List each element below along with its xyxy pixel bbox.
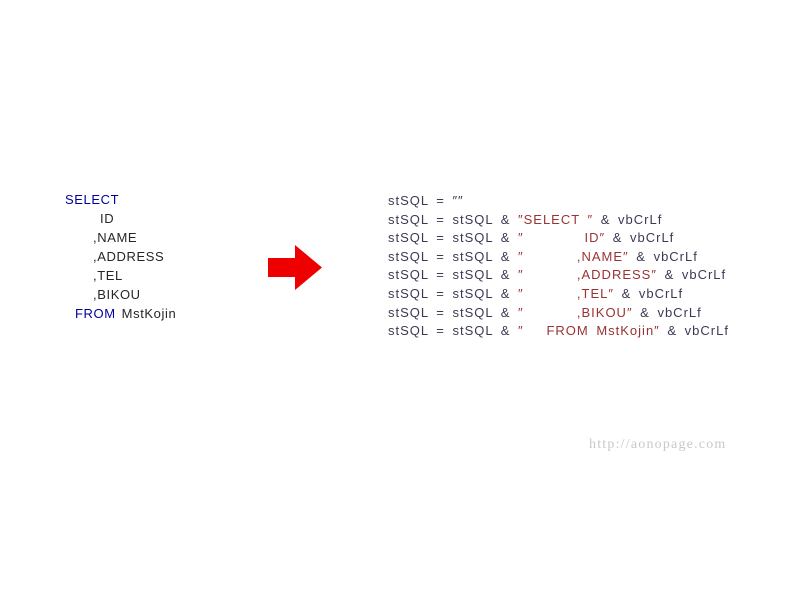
vb-code-pre: stSQL = stSQL & (388, 323, 518, 339)
right-arrow-icon (266, 243, 324, 293)
sql-keyword-from: FROM (75, 306, 116, 321)
sql-string-literal: ″SELECT ″ (518, 211, 594, 227)
sql-statement-block: SELECT ID ,NAME ,ADDRESS ,TEL ,BIKOU FRO… (65, 190, 176, 323)
vb-code-line: stSQL = ″″ (388, 192, 729, 211)
vb-code-pre: stSQL = stSQL & (388, 304, 518, 320)
sql-string-literal: ″ ,BIKOU″ (518, 304, 633, 320)
vb-code-line: stSQL = stSQL & ″ ,ADDRESS″ & vbCrLf (388, 266, 729, 285)
sql-keyword-select: SELECT (65, 192, 120, 207)
sql-string-literal: ″ FROM MstKojin″ (518, 323, 660, 339)
vb-code-post: & vbCrLf (659, 323, 729, 339)
sql-line-select: SELECT (65, 190, 176, 209)
sql-line-bikou: ,BIKOU (93, 287, 141, 302)
sql-string-literal: ″ ,ADDRESS″ (518, 267, 657, 283)
vb-code-post: & vbCrLf (632, 304, 702, 320)
vb-code-line: stSQL = stSQL & ″ ,NAME″ & vbCrLf (388, 248, 729, 267)
sql-line-name: ,NAME (93, 230, 138, 245)
vb-code-line: stSQL = stSQL & ″ FROM MstKojin″ & vbCrL… (388, 322, 729, 341)
vb-code-pre: stSQL = ″″ (388, 193, 464, 208)
vb-code-post: & vbCrLf (605, 230, 675, 246)
sql-line-id: ID (100, 211, 115, 226)
vb-code-line: stSQL = stSQL & ″ ,BIKOU″ & vbCrLf (388, 304, 729, 323)
sql-string-literal: ″ ID″ (518, 230, 606, 246)
sql-string-literal: ″ ,TEL″ (518, 285, 614, 301)
vb-code-line: stSQL = stSQL & ″ ID″ & vbCrLf (388, 229, 729, 248)
sql-line-tel: ,TEL (93, 268, 123, 283)
vb-code-pre: stSQL = stSQL & (388, 285, 518, 301)
sql-line-address: ,ADDRESS (93, 249, 165, 264)
sql-line-from: FROM MstKojin (65, 304, 176, 323)
vb-code-line: stSQL = stSQL & ″ ,TEL″ & vbCrLf (388, 285, 729, 304)
vb-code-line: stSQL = stSQL & ″SELECT ″ & vbCrLf (388, 211, 729, 230)
watermark-url: http://aonopage.com (589, 437, 727, 452)
vb-code-pre: stSQL = stSQL & (388, 211, 518, 227)
vb-code-post: & vbCrLf (613, 285, 684, 301)
vb-code-pre: stSQL = stSQL & (388, 248, 518, 264)
vb-code-pre: stSQL = stSQL & (388, 230, 518, 246)
vb-code-post: & vbCrLf (593, 211, 663, 227)
vb-code-post: & vbCrLf (628, 248, 698, 264)
sql-string-literal: ″ ,NAME″ (518, 248, 629, 264)
vb-code-pre: stSQL = stSQL & (388, 267, 518, 283)
vb-code-block: stSQL = ″″ stSQL = stSQL & ″SELECT ″ & v… (388, 192, 729, 341)
vb-code-post: & vbCrLf (656, 267, 727, 283)
sql-table-name: MstKojin (121, 306, 177, 321)
